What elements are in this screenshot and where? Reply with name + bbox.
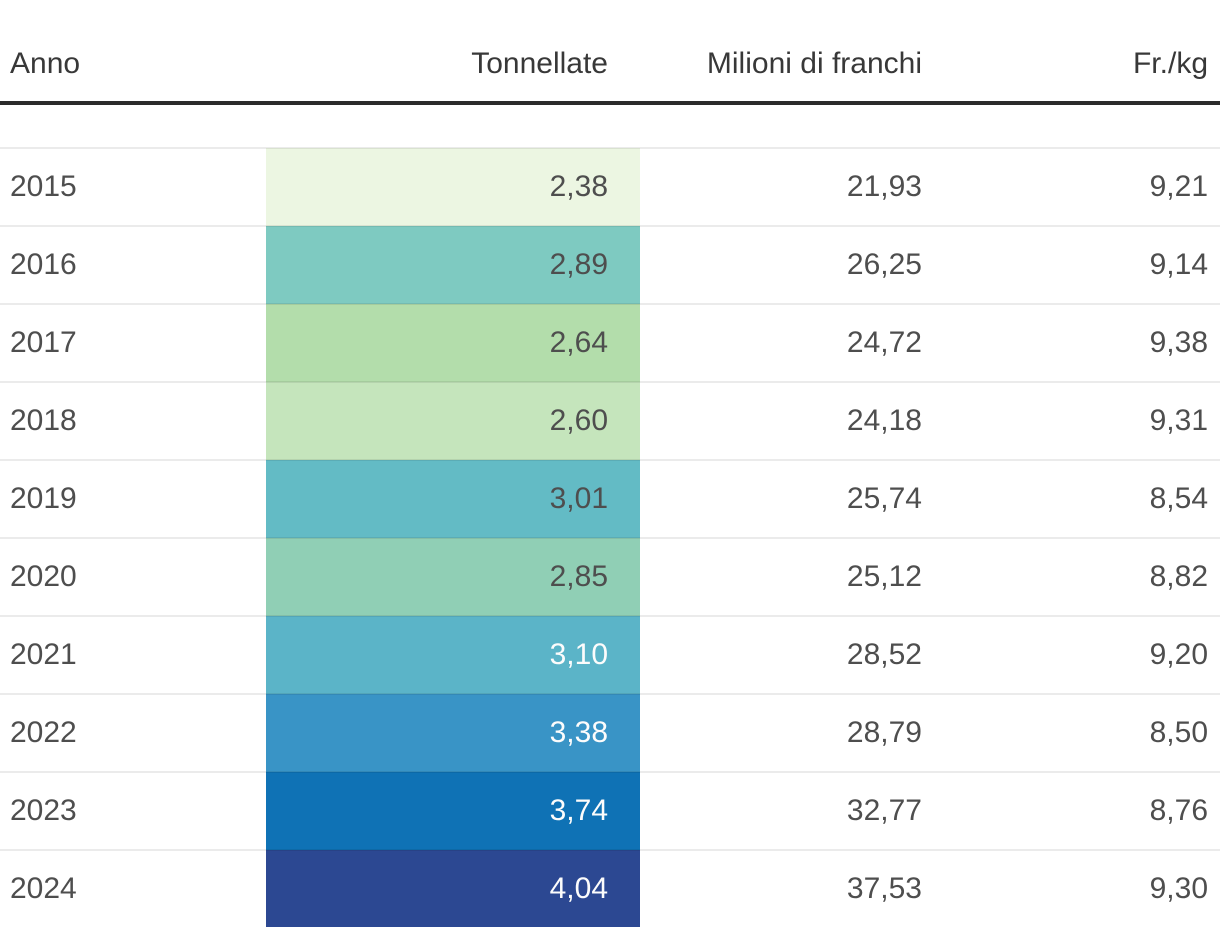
fr-kg-cell: 8,54: [950, 459, 1220, 538]
fr-kg-cell: 9,20: [950, 615, 1220, 694]
header-gap-spacer: [0, 103, 1220, 148]
fr-kg-cell: 9,30: [950, 849, 1220, 927]
milioni-di-franchi-cell: 28,79: [640, 693, 950, 772]
fr-kg-cell: 8,76: [950, 771, 1220, 850]
table-row: 2023 3,74 32,77 8,76: [0, 771, 1220, 850]
table-row: 2015 2,38 21,93 9,21: [0, 147, 1220, 226]
tonnellate-heat-cell: 3,10: [266, 615, 640, 694]
column-header-anno: Anno: [0, 0, 266, 105]
tonnellate-heat-cell: 2,64: [266, 303, 640, 382]
year-cell: 2023: [0, 771, 266, 850]
milioni-di-franchi-cell: 25,74: [640, 459, 950, 538]
spacer-cell: [0, 103, 1220, 148]
table-row: 2022 3,38 28,79 8,50: [0, 693, 1220, 772]
tonnellate-heat-cell: 3,01: [266, 459, 640, 538]
fr-kg-cell: 9,38: [950, 303, 1220, 382]
table-row: 2018 2,60 24,18 9,31: [0, 381, 1220, 460]
header-row: Anno Tonnellate Milioni di franchi Fr./k…: [0, 0, 1220, 105]
year-cell: 2018: [0, 381, 266, 460]
table-row: 2021 3,10 28,52 9,20: [0, 615, 1220, 694]
column-header-milioni-di-franchi: Milioni di franchi: [640, 0, 950, 105]
tonnellate-heat-cell: 2,60: [266, 381, 640, 460]
year-cell: 2020: [0, 537, 266, 616]
tonnellate-heat-cell: 2,85: [266, 537, 640, 616]
fr-kg-cell: 8,50: [950, 693, 1220, 772]
milioni-di-franchi-cell: 24,18: [640, 381, 950, 460]
tonnellate-heat-cell: 2,89: [266, 225, 640, 304]
year-cell: 2015: [0, 147, 266, 226]
year-cell: 2019: [0, 459, 266, 538]
year-cell: 2024: [0, 849, 266, 927]
table-row: 2020 2,85 25,12 8,82: [0, 537, 1220, 616]
table-row: 2024 4,04 37,53 9,30: [0, 849, 1220, 927]
table-row: 2017 2,64 24,72 9,38: [0, 303, 1220, 382]
milioni-di-franchi-cell: 25,12: [640, 537, 950, 616]
tonnellate-heat-cell: 3,38: [266, 693, 640, 772]
year-cell: 2017: [0, 303, 266, 382]
milioni-di-franchi-cell: 24,72: [640, 303, 950, 382]
table-row: 2019 3,01 25,74 8,54: [0, 459, 1220, 538]
year-cell: 2016: [0, 225, 266, 304]
milioni-di-franchi-cell: 32,77: [640, 771, 950, 850]
column-header-tonnellate: Tonnellate: [266, 0, 640, 105]
fr-kg-cell: 9,31: [950, 381, 1220, 460]
tonnellate-heat-cell: 3,74: [266, 771, 640, 850]
fr-kg-cell: 9,14: [950, 225, 1220, 304]
fr-kg-cell: 9,21: [950, 147, 1220, 226]
table-row: 2016 2,89 26,25 9,14: [0, 225, 1220, 304]
year-cell: 2022: [0, 693, 266, 772]
fr-kg-cell: 8,82: [950, 537, 1220, 616]
tonnellate-heat-cell: 4,04: [266, 849, 640, 927]
year-cell: 2021: [0, 615, 266, 694]
milioni-di-franchi-cell: 28,52: [640, 615, 950, 694]
milioni-di-franchi-cell: 26,25: [640, 225, 950, 304]
milioni-di-franchi-cell: 37,53: [640, 849, 950, 927]
milioni-di-franchi-cell: 21,93: [640, 147, 950, 226]
table-body: 2015 2,38 21,93 9,21 2016 2,89 26,25 9,1…: [0, 103, 1220, 927]
tonnellate-heat-cell: 2,38: [266, 147, 640, 226]
column-header-fr-kg: Fr./kg: [950, 0, 1220, 105]
